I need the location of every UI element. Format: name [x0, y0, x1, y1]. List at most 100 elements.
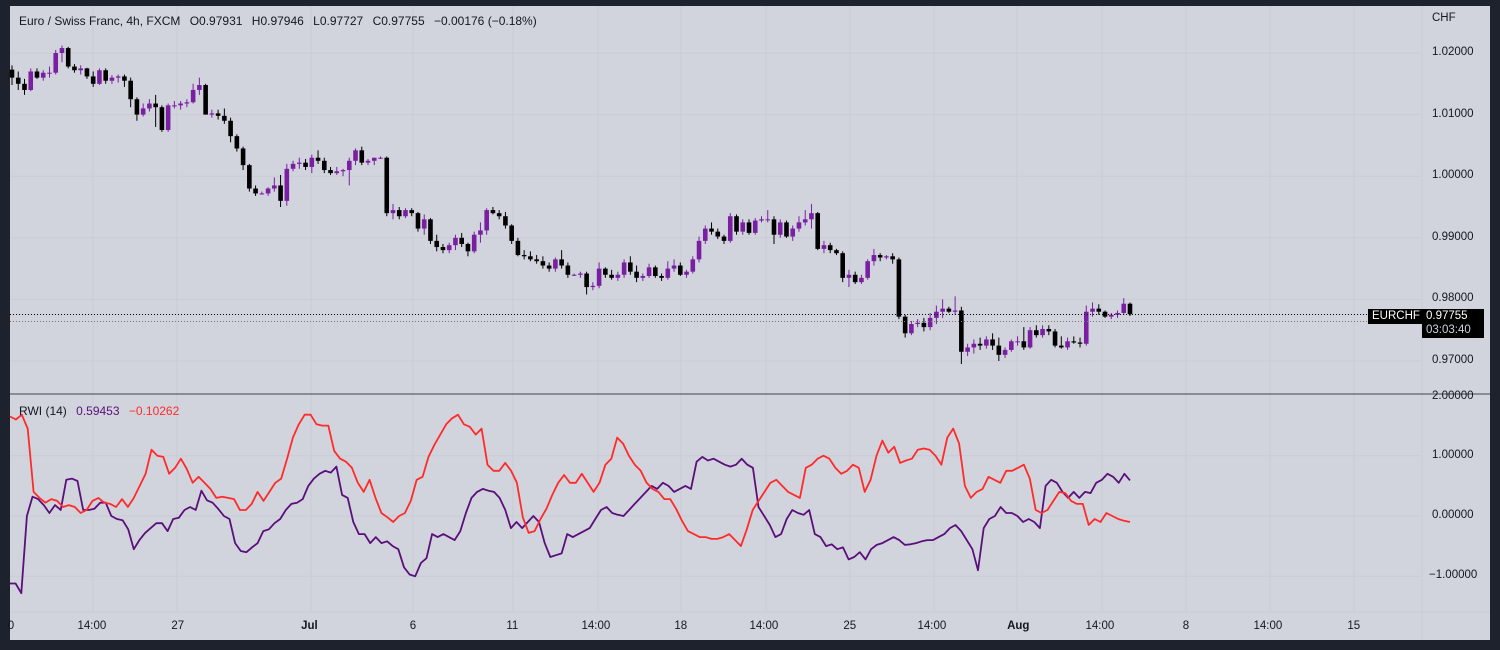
chart-frame [10, 6, 1490, 640]
candle-body [384, 157, 390, 214]
candle-body [453, 237, 458, 246]
candle-body [234, 136, 240, 149]
candle-body [496, 213, 502, 217]
candle-body [222, 115, 227, 121]
rwi-high-value: 0.59453 [76, 404, 120, 418]
indicator-legend[interactable]: RWI (14) 0.59453 −0.10262 [19, 404, 185, 418]
candle-body [378, 157, 383, 159]
candle-body [346, 160, 352, 171]
candle-body [65, 48, 71, 67]
candle-body [353, 150, 358, 161]
ohlc-low: L0.97727 [313, 14, 364, 28]
candle-body [371, 157, 377, 161]
candle-body [740, 222, 746, 232]
candle-body [1034, 330, 1039, 336]
candle-body [509, 225, 514, 241]
candle-body [721, 236, 727, 241]
candle-body [834, 250, 839, 254]
candle-body [596, 268, 602, 286]
candle-body [340, 170, 346, 172]
candle-body [840, 253, 845, 278]
candle-body [134, 99, 140, 115]
ohlc-high: H0.97946 [251, 14, 304, 28]
candle-body [1052, 331, 1058, 346]
ohlc-open: O0.97931 [189, 14, 243, 28]
symbol-legend[interactable]: Euro / Swiss Franc, 4h, FXCM O0.97931 H0… [19, 14, 543, 28]
candle-body [771, 219, 777, 235]
candle-body [190, 89, 196, 103]
candle-body [940, 308, 945, 312]
candle-body [809, 213, 814, 220]
candle-body [159, 107, 165, 130]
candle-body [971, 343, 977, 348]
candle-body [259, 193, 265, 195]
candle-body [528, 256, 533, 260]
price-tick-label: 0.97000 [1432, 354, 1474, 366]
candle-body [590, 285, 596, 288]
candle-body [802, 219, 808, 223]
candle-body [153, 103, 158, 108]
candle-body [565, 265, 571, 275]
time-tick-label: 18 [674, 620, 688, 632]
candle-body [634, 271, 639, 278]
candle-body [421, 219, 427, 229]
candle-body [465, 243, 471, 252]
candle-body [84, 68, 90, 77]
candle-body [777, 222, 783, 235]
candle-body [727, 216, 733, 241]
symbol-tag: EURCHF [1368, 309, 1424, 324]
candle-body [540, 261, 546, 266]
candle-body [290, 163, 296, 169]
rwi-low-line [9, 413, 1131, 547]
candle-body [702, 228, 708, 241]
candle-body [365, 160, 371, 163]
candle-body [428, 219, 433, 241]
candle-body [659, 275, 664, 278]
candle-body [734, 216, 739, 232]
candle-body [459, 237, 464, 244]
candle-body [759, 219, 764, 221]
time-tick-label: 15 [1347, 620, 1361, 632]
candle-body [172, 105, 177, 107]
bar-countdown: 03:03:40 [1422, 323, 1484, 338]
candle-body [178, 103, 183, 106]
candle-body [409, 210, 415, 214]
candle-body [521, 255, 527, 257]
candle-body [415, 213, 421, 229]
candle-body [884, 256, 889, 258]
price-tick-label: 0.99000 [1432, 230, 1474, 243]
time-tick-label: 6 [409, 620, 417, 632]
candle-body [72, 66, 77, 71]
candle-body [97, 70, 102, 84]
candle-body [821, 245, 827, 249]
candle-body [746, 222, 752, 233]
candle-body [996, 345, 1002, 355]
candle-body [215, 113, 221, 116]
candle-body [303, 162, 308, 167]
candle-body [959, 310, 964, 352]
indicator-name: RWI (14) [19, 404, 67, 418]
candle-body [890, 256, 895, 260]
candle-body [846, 274, 852, 278]
candle-body [1121, 303, 1127, 313]
candle-body [265, 188, 271, 194]
candle-body [328, 170, 333, 174]
candle-body [859, 277, 864, 283]
last-price-tag: 0.97755 [1422, 309, 1484, 324]
candle-body [534, 259, 539, 262]
price-tick-label: 0.98000 [1432, 292, 1474, 305]
candle-body [784, 222, 789, 237]
candle-body [715, 231, 721, 237]
candle-body [1021, 341, 1027, 348]
candle-body [584, 273, 589, 288]
candle-body [272, 185, 277, 189]
candle-body [1090, 308, 1095, 312]
candle-body [965, 347, 970, 352]
candle-body [684, 271, 689, 275]
candle-body [128, 80, 133, 100]
time-tick-label: 8 [1182, 620, 1190, 632]
candle-body [203, 85, 208, 115]
candle-body [278, 185, 283, 201]
time-tick-label: 27 [171, 620, 185, 632]
